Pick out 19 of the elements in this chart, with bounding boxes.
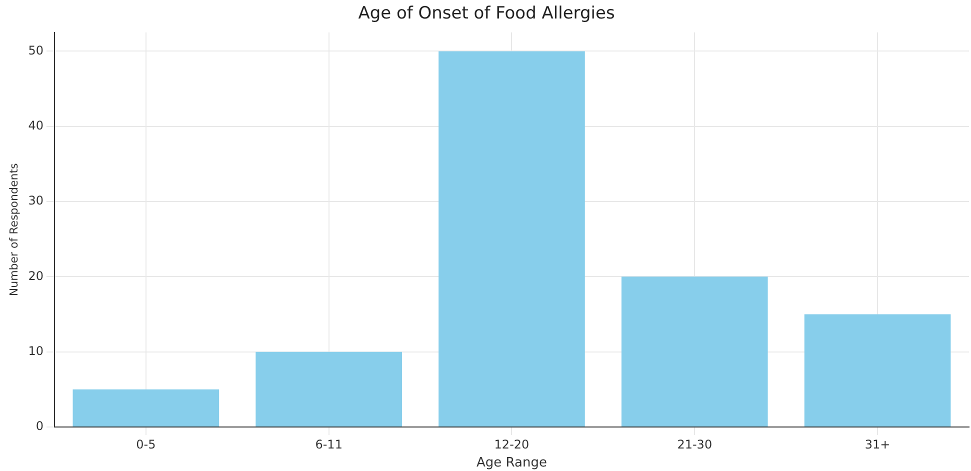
bar	[256, 352, 402, 426]
y-tick-label: 0	[36, 419, 44, 434]
y-tick-label: 50	[28, 43, 44, 58]
bar	[621, 276, 768, 426]
x-tick-label: 21-30	[677, 437, 712, 452]
y-tick-label: 30	[28, 194, 44, 208]
y-axis-title: Number of Respondents	[7, 162, 20, 296]
x-tick-label: 31+	[864, 437, 890, 452]
x-tick-label: 12-20	[494, 437, 530, 452]
chart-title: Age of Onset of Food Allergies	[358, 4, 615, 24]
y-tick-label: 20	[28, 268, 44, 283]
y-tick-label: 10	[28, 344, 44, 358]
y-tick-label: 40	[28, 118, 44, 132]
bar	[72, 389, 220, 426]
x-tick-label: 0-5	[136, 437, 156, 452]
x-axis-title: Age Range	[476, 456, 547, 471]
x-tick-label: 6-11	[315, 437, 342, 452]
bar	[804, 314, 951, 426]
bar	[438, 51, 585, 426]
